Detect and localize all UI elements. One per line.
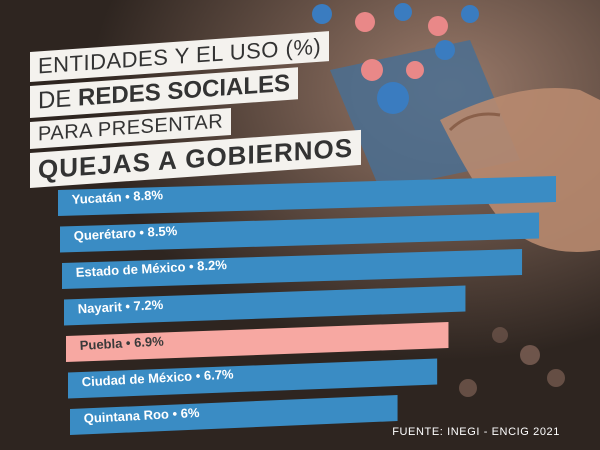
bar-quer-taro (60, 212, 540, 253)
bar-puebla (66, 322, 449, 362)
source-note: FUENTE: INEGI - ENCIG 2021 (392, 426, 560, 438)
title-line-2-prefix: DE (38, 84, 79, 115)
social-reaction-icons (312, 3, 565, 397)
bar-label-quintana-roo: Quintana Roo • 6% (83, 405, 200, 426)
bar-label-nayarit: Nayarit • 7.2% (77, 297, 164, 316)
chart-title: ENTIDADES Y EL USO (%) DE REDES SOCIALES… (30, 31, 362, 192)
bar-label-puebla: Puebla • 6.9% (79, 334, 164, 353)
bar-label-yucat-n: Yucatán • 8.8% (71, 187, 163, 207)
bar-label-quer-taro: Querétaro • 8.5% (73, 223, 178, 243)
bar-series: Yucatán • 8.8%Querétaro • 8.5%Estado de … (58, 176, 556, 435)
bar-yucat-n (58, 176, 556, 216)
bar-ciudad-de-m-xico (68, 358, 438, 399)
bar-estado-de-m-xico (62, 249, 523, 289)
bar-quintana-roo (70, 395, 398, 435)
bar-nayarit (64, 285, 466, 326)
